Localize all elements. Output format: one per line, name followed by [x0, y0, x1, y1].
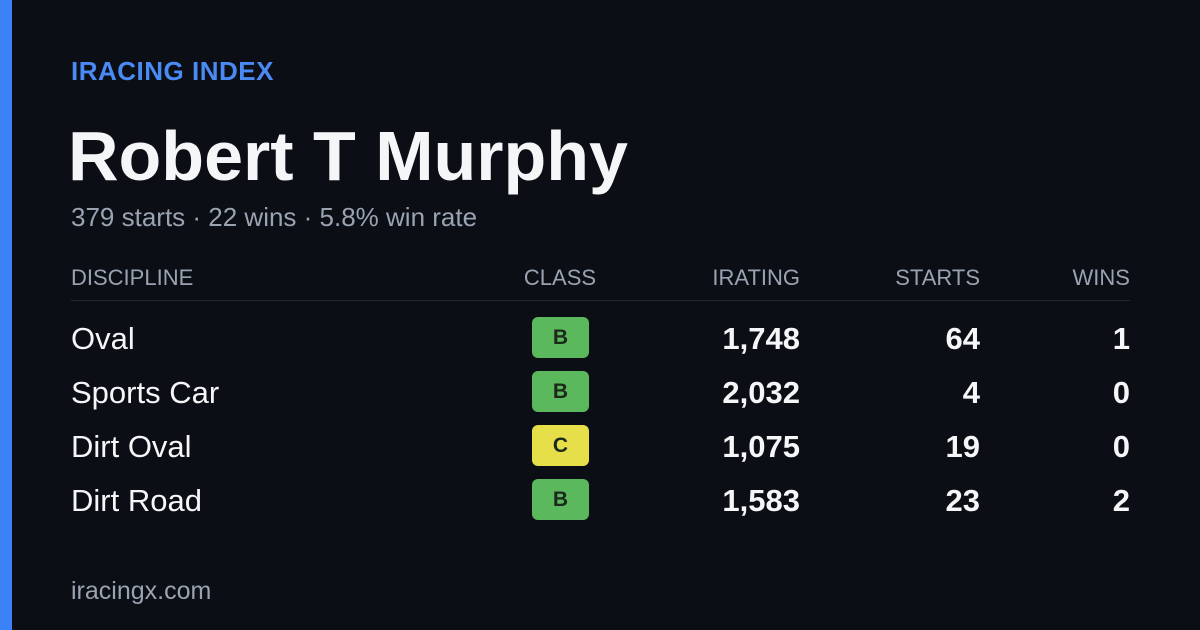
stat-value: 0: [1112, 375, 1130, 410]
column-header: DISCIPLINE: [71, 265, 194, 290]
header-divider: [71, 300, 1130, 301]
driver-name: Robert T Murphy: [68, 117, 628, 195]
discipline: Dirt Oval: [71, 429, 192, 464]
column-header: CLASS: [523, 265, 597, 290]
stat-value: 2: [1112, 483, 1130, 518]
stat-value: 1,583: [722, 483, 800, 518]
stat-value: 4: [962, 375, 980, 410]
stat-value: 23: [945, 483, 980, 518]
column-header: WINS: [1072, 265, 1130, 290]
class-badge: C: [532, 425, 589, 466]
footer-url: iracingx.com: [71, 577, 212, 605]
stat-value: 1,075: [722, 429, 800, 464]
accent-bar: [0, 0, 12, 630]
eyebrow: IRACING INDEX: [71, 56, 274, 86]
discipline: Dirt Road: [71, 483, 202, 518]
stat-value: 1,748: [722, 321, 800, 356]
discipline: Oval: [71, 321, 135, 356]
stat-value: 0: [1112, 429, 1130, 464]
class-badge: B: [532, 371, 589, 412]
stat-value: 2,032: [722, 375, 800, 410]
column-header: STARTS: [895, 265, 980, 290]
driver-stats: 379 starts · 22 wins · 5.8% win rate: [71, 202, 478, 232]
discipline: Sports Car: [71, 375, 220, 410]
stat-value: 19: [945, 429, 980, 464]
stat-value: 1: [1112, 321, 1130, 356]
class-badge: B: [532, 317, 589, 358]
class-badge: B: [532, 479, 589, 520]
stat-value: 64: [945, 321, 980, 356]
column-header: IRATING: [712, 265, 800, 290]
